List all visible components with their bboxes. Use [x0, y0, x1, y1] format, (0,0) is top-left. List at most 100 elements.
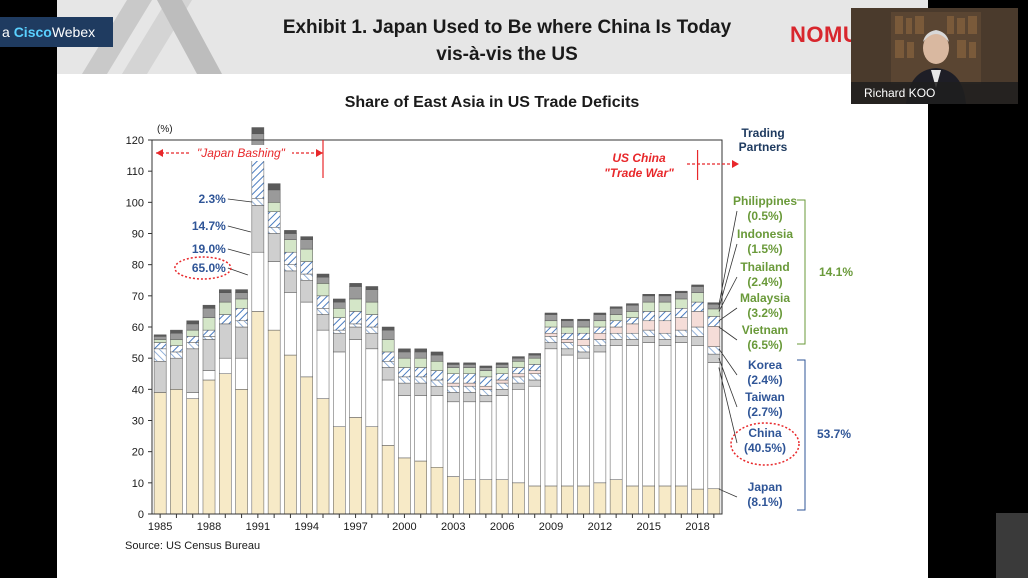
x-tick-label: 2015: [636, 521, 660, 533]
bar-segment-thailand: [267, 202, 281, 212]
bar-segment-malaysia: [463, 373, 476, 384]
bar-segment-malaysia: [479, 376, 493, 387]
y-tick-label: 50: [132, 353, 144, 365]
participant-video[interactable]: Richard KOO: [851, 8, 1018, 104]
partner-name-indonesia: Indonesia: [737, 227, 793, 241]
bar-segment-indonesia: [333, 301, 346, 309]
bar-segment-philippines: [235, 289, 248, 293]
partner-pct-korea: (2.4%): [747, 373, 782, 387]
bar-segment-korea: [675, 329, 688, 337]
bar-segment-korea: [398, 376, 411, 384]
bar-segment-vietnam: [658, 320, 672, 334]
bar-segment-china: [495, 395, 509, 480]
bar-segment-thailand: [349, 298, 362, 312]
bar-segment-indonesia: [707, 303, 721, 310]
bar-segment-indonesia: [691, 286, 704, 293]
bar-segment-japan: [219, 373, 232, 515]
bar-segment-japan: [186, 398, 199, 515]
webex-cisco: Cisco: [13, 24, 52, 40]
bar-segment-korea: [609, 332, 623, 340]
bar-segment-indonesia: [479, 367, 493, 371]
bar-segment-korea: [463, 385, 476, 393]
bar-segment-korea: [691, 326, 704, 337]
bar-segment-taiwan: [675, 336, 688, 343]
bar-segment-philippines: [414, 348, 427, 353]
partner-pct-malaysia: (3.2%): [747, 306, 782, 320]
y-tick-label: 30: [132, 416, 144, 428]
label-bg: [190, 145, 292, 161]
bar-segment-china: [349, 339, 362, 418]
bar-segment-indonesia: [447, 364, 460, 368]
y-tick-label: 90: [132, 229, 144, 241]
bar-segment-taiwan: [691, 336, 704, 346]
partner-pointer: [718, 210, 738, 306]
bar-segment-taiwan: [365, 332, 379, 350]
bar-segment-malaysia: [658, 311, 672, 322]
scroll-handle[interactable]: [996, 513, 1028, 578]
bar-segment-philippines: [561, 318, 574, 322]
bar-segment-taiwan: [528, 379, 541, 387]
bar-segment-korea: [626, 332, 639, 340]
partner-pct-china: (40.5%): [744, 441, 786, 455]
bar-segment-indonesia: [202, 308, 216, 318]
bar-segment-japan: [414, 460, 427, 515]
y-tick-label: 10: [132, 478, 144, 490]
bar-segment-indonesia: [463, 364, 476, 368]
bar-segment-taiwan: [316, 314, 330, 331]
bar-segment-taiwan: [512, 382, 525, 390]
bar-segment-japan: [561, 485, 574, 515]
bar-segment-philippines: [333, 298, 346, 303]
bar-segment-japan: [642, 485, 655, 515]
bar-segment-japan: [609, 479, 623, 515]
bar-segment-japan: [202, 379, 216, 515]
trade-war-arrow-head: [732, 160, 739, 168]
bar-segment-thailand: [202, 317, 216, 331]
partner-pointer: [718, 276, 738, 312]
bar-segment-taiwan: [707, 353, 721, 363]
bar-segment-taiwan: [626, 339, 639, 346]
partner-pct-philippines: (0.5%): [747, 209, 782, 223]
bar-segment-philippines: [381, 326, 395, 331]
bar-segment-taiwan: [349, 326, 362, 340]
bar-segment-korea: [479, 389, 493, 396]
ne-asia-bracket: [797, 359, 806, 511]
bar-segment-indonesia: [528, 354, 541, 359]
bar-segment-taiwan: [267, 233, 281, 262]
bar-segment-china: [267, 261, 281, 331]
bar-segment-korea: [202, 336, 216, 340]
bar-segment-indonesia: [365, 289, 379, 303]
bar-segment-china: [577, 357, 590, 487]
bar-segment-philippines: [495, 362, 509, 365]
bar-segment-thailand: [593, 320, 607, 328]
bar-segment-vietnam: [544, 332, 558, 337]
pct-1991-label: 2.3%: [198, 192, 226, 206]
bar-segment-korea: [561, 342, 574, 350]
bar-segment-malaysia: [398, 367, 411, 378]
bar-segment-china: [235, 357, 248, 390]
x-tick-label: 2003: [441, 521, 465, 533]
partner-pointer: [718, 307, 738, 322]
bar-segment-indonesia: [267, 189, 281, 203]
bar-segment-vietnam: [495, 379, 509, 384]
bar-segment-china: [333, 351, 346, 427]
partner-pointer: [718, 326, 738, 341]
bar-segment-malaysia: [300, 261, 313, 275]
bar-segment-thailand: [691, 292, 704, 303]
bar-segment-vietnam: [593, 332, 607, 340]
partner-name-philippines: Philippines: [733, 194, 797, 208]
webex-prefix: a: [2, 24, 14, 40]
x-tick-label: 2006: [490, 521, 514, 533]
bar-segment-thailand: [512, 361, 525, 368]
bar-segment-vietnam: [561, 339, 574, 343]
bar-segment-malaysia: [219, 314, 232, 325]
bar-segment-philippines: [512, 356, 525, 359]
asean-total: 14.1%: [819, 265, 853, 279]
bar-segment-thailand: [528, 357, 541, 365]
bar-segment-vietnam: [577, 339, 590, 346]
bar-segment-malaysia: [267, 211, 281, 228]
bar-segment-taiwan: [577, 351, 590, 359]
trading-partners-line1: Trading: [741, 126, 784, 140]
bar-segment-china: [642, 342, 655, 487]
bar-segment-philippines: [202, 304, 216, 309]
partner-pointer: [718, 348, 738, 376]
